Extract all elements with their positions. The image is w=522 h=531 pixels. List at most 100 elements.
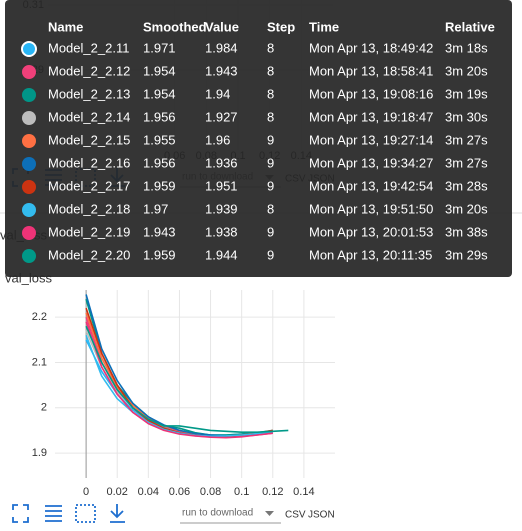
- table-cell: 1.971: [143, 40, 176, 55]
- table-cell: 3m 27s: [445, 132, 488, 147]
- run-color-marker: [22, 203, 36, 217]
- table-cell: 3m 19s: [445, 86, 488, 101]
- table-cell: 1.955: [143, 132, 176, 147]
- table-cell: 1.97: [143, 201, 168, 216]
- table-cell: Model_2_2.12: [48, 63, 130, 78]
- chart: 0 0.02 0.04 0.06 0.08 0.1 0.12 0.14 1.9 2 2.1 2.2: [32, 290, 335, 498]
- x-tick-label: 0.14: [293, 486, 314, 498]
- toolbar: run to download CSV JSON: [12, 504, 335, 524]
- table-cell: 9: [267, 132, 274, 147]
- table-cell: Mon Apr 13, 19:51:50: [309, 201, 433, 216]
- run-color-marker: [22, 180, 36, 194]
- table-cell: Model_2_2.17: [48, 178, 130, 193]
- table-cell: 1.956: [143, 109, 176, 124]
- table-cell: 1.954: [143, 86, 176, 101]
- table-cell: 8: [267, 109, 274, 124]
- run-select[interactable]: run to download: [182, 508, 253, 519]
- table-cell: 3m 20s: [445, 201, 488, 216]
- x-tick-label: 0.1: [234, 486, 249, 498]
- table-cell: 3m 28s: [445, 178, 488, 193]
- column-header: Relative: [445, 19, 495, 34]
- table-cell: Mon Apr 13, 19:18:47: [309, 109, 433, 124]
- run-color-marker: [22, 249, 36, 263]
- table-cell: 1.936: [205, 155, 238, 170]
- table-cell: 9: [267, 155, 274, 170]
- table-cell: Mon Apr 13, 20:11:35: [309, 247, 432, 262]
- x-tick-label: 0.12: [262, 486, 283, 498]
- table-cell: 3m 30s: [445, 109, 488, 124]
- y-tick-label: 2: [41, 402, 47, 414]
- table-cell: 9: [267, 224, 274, 239]
- run-color-marker: [22, 88, 36, 102]
- table-cell: 3m 38s: [445, 224, 488, 239]
- table-cell: 1.954: [143, 63, 176, 78]
- table-cell: Model_2_2.14: [48, 109, 130, 124]
- table-cell: 1.938: [205, 224, 238, 239]
- run-color-marker: [22, 157, 36, 171]
- run-color-marker: [22, 134, 36, 148]
- column-header: Value: [205, 19, 239, 34]
- table-cell: 3m 29s: [445, 247, 488, 262]
- column-header: Smoothed: [143, 19, 207, 34]
- table-cell: Mon Apr 13, 18:58:41: [309, 63, 433, 78]
- table-cell: 1.984: [205, 40, 238, 55]
- column-header: Step: [267, 19, 295, 34]
- table-cell: 1.927: [205, 109, 238, 124]
- table-cell: 1.94: [205, 86, 230, 101]
- y-tick-label: 2.2: [32, 311, 47, 323]
- column-header: Name: [48, 19, 83, 34]
- table-cell: 8: [267, 86, 274, 101]
- table-cell: 8: [267, 63, 274, 78]
- json-link[interactable]: JSON: [308, 510, 335, 521]
- csv-link[interactable]: CSV: [285, 510, 306, 521]
- y-tick-label: 1.9: [32, 447, 47, 459]
- table-cell: Model_2_2.15: [48, 132, 130, 147]
- fullscreen-button[interactable]: [12, 504, 29, 523]
- run-color-marker: [21, 41, 37, 57]
- table-cell: 1.951: [205, 178, 238, 193]
- table-cell: 3m 27s: [445, 155, 488, 170]
- series-line: [85, 325, 289, 433]
- y-tick-label: 2.1: [32, 356, 47, 368]
- table-cell: 1.939: [205, 201, 238, 216]
- table-cell: 1.959: [143, 178, 176, 193]
- table-cell: Mon Apr 13, 18:49:42: [309, 40, 433, 55]
- table-cell: 8: [267, 40, 274, 55]
- table-cell: 1.956: [143, 155, 176, 170]
- table-cell: 8: [267, 201, 274, 216]
- log-scale-button[interactable]: [45, 505, 62, 522]
- table-cell: 3m 20s: [445, 63, 488, 78]
- x-tick-label: 0.08: [200, 486, 221, 498]
- table-cell: Model_2_2.19: [48, 224, 130, 239]
- x-tick-label: 0.02: [107, 486, 128, 498]
- tooltip-background: [5, 0, 512, 277]
- table-cell: 1.959: [143, 247, 176, 262]
- x-tick-label: 0.06: [169, 486, 190, 498]
- run-color-marker: [22, 65, 36, 79]
- table-cell: Mon Apr 13, 20:01:53: [309, 224, 433, 239]
- x-tick-label: 0.04: [138, 486, 159, 498]
- table-cell: Model_2_2.11: [48, 40, 129, 55]
- table-cell: 9: [267, 247, 274, 262]
- fit-domain-button[interactable]: [75, 504, 96, 523]
- run-color-marker: [22, 226, 36, 240]
- run-color-marker: [22, 111, 36, 125]
- table-cell: 1.944: [205, 247, 238, 262]
- table-cell: Model_2_2.13: [48, 86, 130, 101]
- download-button[interactable]: [110, 504, 125, 523]
- series-line: [85, 321, 273, 439]
- table-cell: Mon Apr 13, 19:08:16: [309, 86, 433, 101]
- table-cell: 1.943: [205, 63, 238, 78]
- x-tick-label: 0: [83, 486, 89, 498]
- table-cell: Mon Apr 13, 19:27:14: [309, 132, 433, 147]
- table-cell: Mon Apr 13, 19:34:27: [309, 155, 433, 170]
- series-line: [85, 335, 273, 438]
- table-cell: Model_2_2.16: [48, 155, 130, 170]
- table-cell: 1.943: [143, 224, 176, 239]
- dropdown-arrow[interactable]: [265, 511, 274, 516]
- table-cell: Model_2_2.20: [48, 247, 130, 262]
- table-cell: 9: [267, 178, 274, 193]
